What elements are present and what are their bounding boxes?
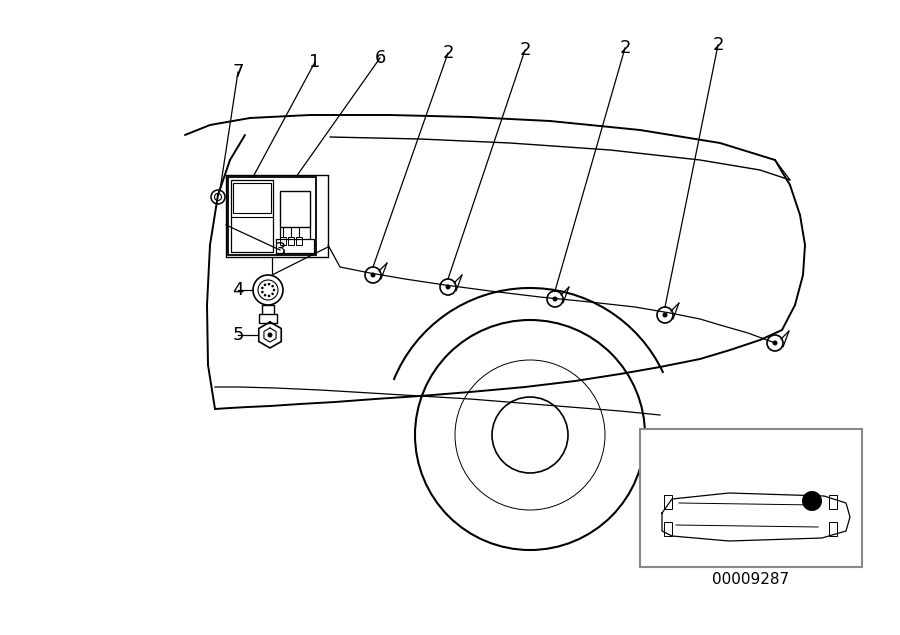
Bar: [664, 495, 672, 509]
Text: 2: 2: [519, 41, 531, 59]
Circle shape: [267, 295, 270, 297]
Text: 5: 5: [232, 326, 244, 344]
Bar: [231, 180, 273, 252]
Text: 6: 6: [374, 49, 386, 67]
Text: 2: 2: [442, 44, 454, 62]
Text: 3: 3: [274, 241, 286, 259]
Circle shape: [273, 289, 275, 291]
Bar: [829, 495, 837, 509]
Circle shape: [267, 283, 270, 285]
Bar: [829, 522, 837, 536]
Text: 2: 2: [712, 36, 724, 54]
Circle shape: [267, 333, 273, 337]
Bar: [296, 237, 302, 245]
Circle shape: [264, 294, 266, 297]
Text: 7: 7: [232, 63, 244, 81]
Bar: [228, 177, 316, 255]
Circle shape: [271, 285, 274, 288]
Text: 00009287: 00009287: [713, 573, 789, 587]
Circle shape: [772, 340, 778, 345]
Circle shape: [662, 312, 668, 318]
Circle shape: [261, 291, 264, 293]
Bar: [233, 183, 271, 213]
Text: 1: 1: [310, 53, 320, 71]
Bar: [664, 522, 672, 536]
Text: 2: 2: [619, 39, 631, 57]
Circle shape: [371, 272, 375, 277]
Bar: [259, 314, 277, 323]
Circle shape: [446, 284, 451, 290]
Bar: [280, 237, 286, 245]
Bar: [280, 191, 310, 227]
Text: 4: 4: [232, 281, 244, 299]
Circle shape: [802, 491, 822, 511]
Circle shape: [553, 297, 557, 302]
Circle shape: [261, 286, 264, 290]
Circle shape: [264, 283, 266, 286]
Circle shape: [271, 293, 274, 295]
Bar: [288, 237, 294, 245]
Bar: [640, 429, 862, 567]
